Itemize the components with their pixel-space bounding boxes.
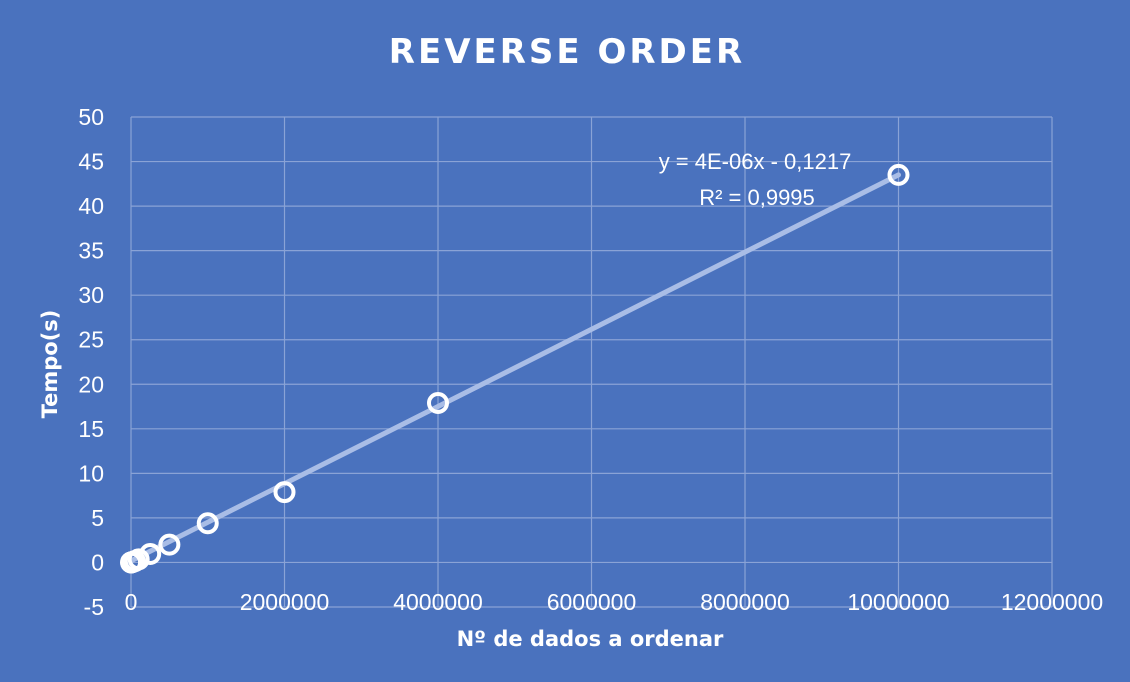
y-tick-label: 20 bbox=[78, 371, 104, 397]
y-tick-label: 35 bbox=[78, 238, 104, 264]
x-axis-ticks: 0 2000000 4000000 6000000 8000000 10000000 120… bbox=[125, 589, 1104, 615]
y-axis-ticks: -5 0 5 10 15 20 25 30 35 40 45 50 bbox=[78, 104, 104, 620]
y-tick-label: 25 bbox=[78, 327, 104, 353]
y-tick-label: 5 bbox=[91, 505, 104, 531]
y-tick-label: -5 bbox=[84, 594, 104, 620]
y-tick-label: 30 bbox=[78, 282, 104, 308]
x-tick-label: 0 bbox=[125, 589, 138, 615]
chart-title: REVERSE ORDER bbox=[389, 32, 745, 72]
data-point bbox=[427, 391, 449, 414]
y-tick-label: 50 bbox=[78, 104, 104, 130]
x-tick-label: 4000000 bbox=[393, 589, 483, 615]
x-tick-label: 2000000 bbox=[240, 589, 330, 615]
y-tick-label: 45 bbox=[78, 149, 104, 175]
x-axis-title: Nº de dados a ordenar bbox=[457, 627, 724, 651]
x-tick-label: 6000000 bbox=[547, 589, 637, 615]
data-point bbox=[273, 481, 296, 504]
trendline bbox=[128, 172, 901, 564]
trendline-r-squared: R² = 0,9995 bbox=[699, 185, 815, 210]
trendline-equation: y = 4E-06x - 0,1217 bbox=[659, 149, 852, 174]
data-point bbox=[887, 163, 910, 186]
x-tick-label: 10000000 bbox=[847, 589, 949, 615]
y-tick-label: 0 bbox=[91, 549, 104, 575]
gridlines bbox=[130, 116, 1053, 608]
y-tick-label: 15 bbox=[78, 416, 104, 442]
data-point bbox=[139, 542, 162, 565]
y-axis-title: Tempo(s) bbox=[38, 310, 62, 419]
data-point bbox=[196, 512, 219, 535]
y-tick-label: 40 bbox=[78, 193, 104, 219]
y-tick-label: 10 bbox=[78, 460, 104, 486]
x-tick-label: 8000000 bbox=[700, 589, 790, 615]
x-tick-label: 12000000 bbox=[1001, 589, 1103, 615]
data-points bbox=[120, 163, 910, 574]
data-point bbox=[158, 533, 181, 556]
data-point bbox=[127, 548, 150, 571]
